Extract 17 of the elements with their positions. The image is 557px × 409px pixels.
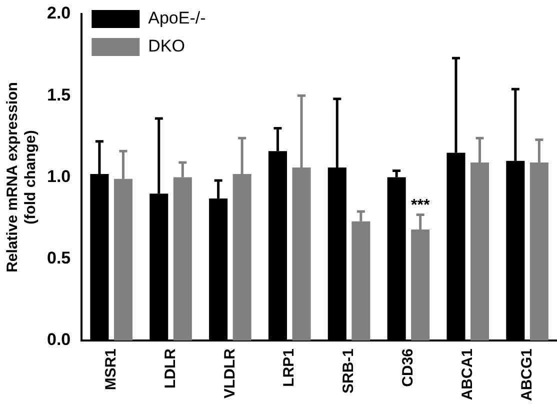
x-tick-label: LDLR: [162, 348, 179, 388]
legend-label: ApoE-/-: [148, 8, 206, 28]
y-tick-label: 1.5: [46, 85, 71, 104]
y-tick-label: 1.0: [46, 166, 71, 186]
x-tick-label: VLDLR: [221, 348, 238, 398]
y-axis-title: Relative mRNA expression (fold change): [4, 82, 40, 272]
legend-label: DKO: [148, 36, 185, 56]
y-tick-label: 0.0: [46, 330, 71, 350]
y-tick-label: 0.5: [46, 248, 71, 268]
x-tick-label: ABCA1: [459, 348, 476, 400]
x-tick-label: SRB-1: [340, 348, 358, 394]
y-tick-label: 2.0: [46, 4, 71, 23]
x-tick-label: CD36: [400, 348, 417, 387]
x-tick-label: ABCG1: [518, 348, 536, 402]
x-tick-label: MSR1: [102, 348, 120, 390]
annotation: ***: [410, 196, 430, 214]
x-tick-label: LRP1: [280, 348, 298, 387]
